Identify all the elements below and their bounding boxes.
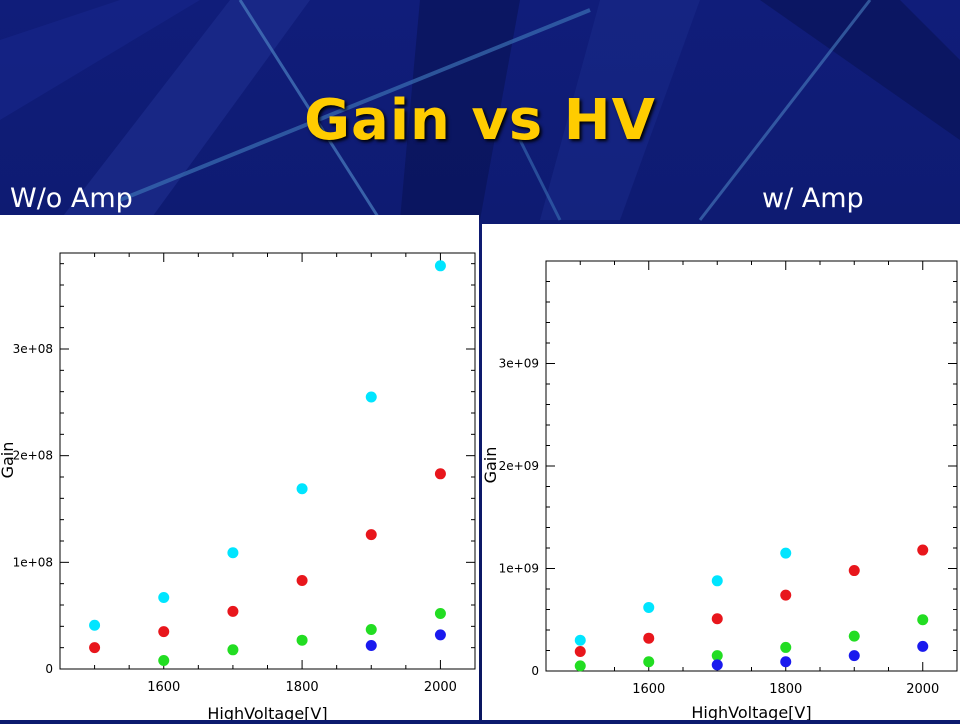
data-point <box>917 614 929 626</box>
data-point <box>780 589 792 601</box>
data-point <box>365 391 377 403</box>
x-axis-label: HighVoltage[V] <box>691 703 811 720</box>
data-point <box>365 624 377 636</box>
y-axis-label: Gain <box>0 442 17 479</box>
caption-with-amp: w/ Amp <box>762 183 864 214</box>
data-point <box>158 654 170 666</box>
y-tick-label: 2e+09 <box>499 459 539 473</box>
y-tick-label: 2e+08 <box>13 449 53 463</box>
data-point <box>711 659 723 671</box>
chart-panel-with-amp: 1600 1800 2000 0 1e+09 2e+09 3e+09 HighVoltage[… <box>481 224 960 722</box>
data-point <box>780 656 792 668</box>
y-tick-label: 1e+08 <box>13 555 53 569</box>
y-tick-label: 1e+09 <box>499 562 539 576</box>
data-point <box>848 630 860 642</box>
data-point <box>434 608 446 620</box>
data-point <box>227 547 239 559</box>
data-point <box>574 660 586 672</box>
data-point <box>365 529 377 541</box>
chart-panel-without-amp: 1600 1800 2000 0 1e+08 2e+08 3e+08 HighVoltage[… <box>0 215 479 723</box>
data-point <box>296 634 308 646</box>
data-point <box>158 592 170 604</box>
y-tick-label: 3e+09 <box>499 357 539 371</box>
y-axis-label: Gain <box>482 447 500 484</box>
data-point <box>158 626 170 638</box>
data-point <box>780 641 792 653</box>
caption-without-amp: W/o Amp <box>10 183 133 214</box>
x-tick-label: 2000 <box>424 680 457 695</box>
data-point <box>643 632 655 644</box>
data-point <box>574 634 586 646</box>
x-tick-label: 2000 <box>906 682 939 697</box>
data-point <box>917 544 929 556</box>
x-tick-label: 1800 <box>769 682 802 697</box>
data-point <box>574 646 586 658</box>
x-tick-label: 1600 <box>147 680 180 695</box>
x-axis-label: HighVoltage[V] <box>207 704 327 720</box>
data-point <box>711 575 723 587</box>
data-point <box>434 260 446 272</box>
slide-title: Gain vs HV <box>304 88 656 153</box>
data-point <box>711 613 723 625</box>
x-tick-label: 1800 <box>286 680 319 695</box>
plot-frame <box>545 260 958 672</box>
y-tick-label: 0 <box>45 662 53 676</box>
data-point <box>848 650 860 662</box>
y-tick-label: 0 <box>531 664 539 678</box>
data-point <box>227 605 239 617</box>
data-point <box>296 574 308 586</box>
chart-without-amp: 1600 1800 2000 0 1e+08 2e+08 3e+08 HighVoltage[… <box>0 252 476 723</box>
data-point <box>227 644 239 656</box>
data-point <box>89 642 101 654</box>
data-point <box>434 468 446 480</box>
y-tick-label: 3e+08 <box>13 342 53 356</box>
data-point <box>643 601 655 613</box>
data-point <box>434 629 446 641</box>
data-point <box>711 650 723 662</box>
plot-frame <box>59 252 476 670</box>
chart-with-amp: 1600 1800 2000 0 1e+09 2e+09 3e+09 HighVoltage[… <box>481 260 958 722</box>
data-point <box>643 656 655 668</box>
x-tick-label: 1600 <box>632 682 665 697</box>
data-point <box>296 483 308 495</box>
data-point <box>780 547 792 559</box>
data-point <box>89 619 101 631</box>
data-point <box>365 640 377 652</box>
data-point <box>917 640 929 652</box>
data-point <box>848 565 860 577</box>
